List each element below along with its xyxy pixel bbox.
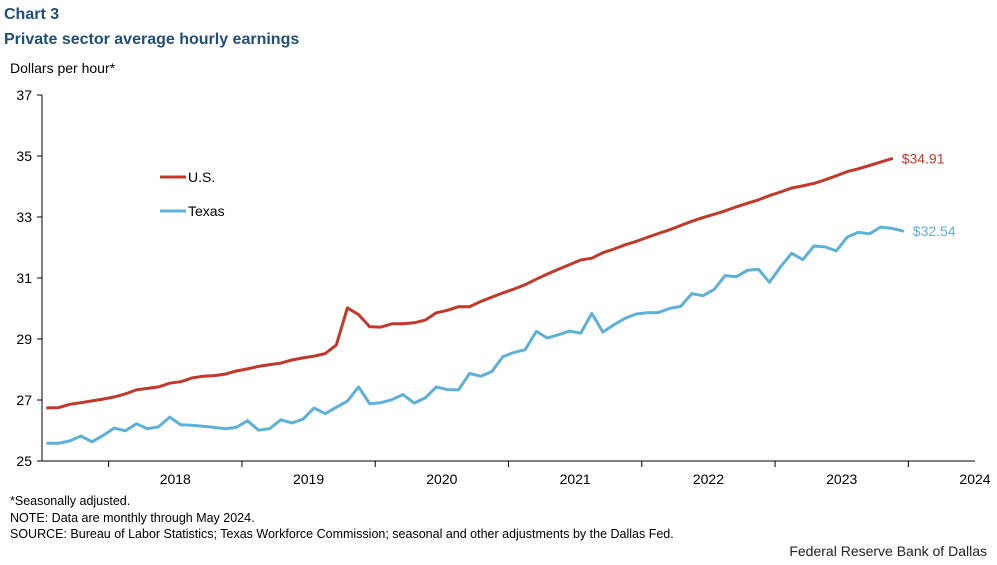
end-value-label: $34.91 (902, 151, 945, 167)
series-line-texas (46, 225, 905, 445)
y-tick-label: 31 (16, 270, 32, 286)
credit-line: Federal Reserve Bank of Dallas (789, 543, 987, 559)
footnote-data-note: NOTE: Data are monthly through May 2024. (10, 511, 255, 525)
legend: U.S. Texas (160, 169, 225, 219)
series-line-u-s (46, 157, 894, 410)
y-tick-label: 37 (16, 87, 32, 103)
y-tick-label: 33 (16, 209, 32, 225)
legend-label: U.S. (188, 169, 215, 185)
chart-label: Chart 3 (4, 6, 60, 23)
y-axis-label: Dollars per hour* (10, 60, 116, 76)
axes: 25 27 29 31 33 35 37 2018 2019 2020 2021 2022 2023 20… (16, 87, 990, 487)
end-labels: $34.91 $32.54 (902, 151, 956, 239)
series-layer (46, 157, 905, 445)
x-tick-label: 2023 (826, 471, 857, 487)
chart-title: Private sector average hourly earnings (4, 31, 300, 48)
y-tick-label: 29 (16, 331, 32, 347)
legend-label: Texas (188, 203, 225, 219)
x-tick-label: 2018 (160, 471, 191, 487)
x-tick-label: 2021 (560, 471, 591, 487)
x-tick-label: 2020 (426, 471, 457, 487)
end-value-label: $32.54 (913, 223, 956, 239)
y-tick-label: 25 (16, 453, 32, 469)
x-tick-label: 2022 (693, 471, 724, 487)
y-tick-label: 35 (16, 148, 32, 164)
x-tick-label: 2019 (293, 471, 324, 487)
footnote-source: SOURCE: Bureau of Labor Statistics; Texa… (10, 527, 674, 541)
x-tick-label: 2024 (959, 471, 990, 487)
y-tick-label: 27 (16, 392, 32, 408)
footnote-seasonal: *Seasonally adjusted. (10, 494, 131, 508)
